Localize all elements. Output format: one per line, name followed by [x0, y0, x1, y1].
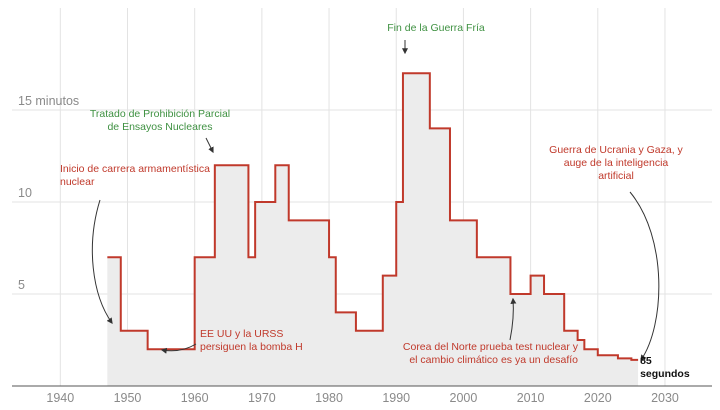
- annotation-line: auge de la inteligencia: [564, 157, 669, 169]
- annotation-arrow: [509, 297, 517, 341]
- y-tick-labels: 5 10 15 minutos: [18, 94, 79, 292]
- annotation-line: Guerra de Ucrania y Gaza, y: [549, 144, 683, 156]
- y-tick-label: 5: [18, 278, 25, 292]
- y-tick-label: 15 minutos: [18, 94, 79, 108]
- annotation-line: nuclear: [60, 176, 95, 188]
- end-value-label: 85: [640, 355, 652, 367]
- annotation-arrow: [91, 199, 113, 324]
- end-unit-label: segundos: [640, 368, 690, 380]
- x-tick-label: 1990: [382, 391, 410, 405]
- annotation-arrow: [205, 137, 214, 154]
- x-tick-label: 1970: [248, 391, 276, 405]
- x-tick-label: 1980: [315, 391, 343, 405]
- annotation-texts: Inicio de carrera armamentística nuclear T…: [60, 22, 684, 366]
- annotation-line: Corea del Norte prueba test nuclear y: [403, 341, 579, 353]
- series-area-fill: [107, 73, 639, 386]
- x-tick-label: 2000: [450, 391, 478, 405]
- vertical-gridlines: [59, 8, 666, 386]
- annotation-arrow: [629, 191, 660, 361]
- x-tick-labels: 1940 1950 1960 1970 1980 1990 2000 2010 2020 2030: [46, 391, 679, 405]
- annotation-text: Tratado de Prohibición Parcial de Ensayos…: [90, 108, 230, 133]
- annotation-arrows: [91, 40, 660, 361]
- annotation-text: Fin de la Guerra Fría: [387, 22, 485, 34]
- annotation-line: EE UU y la URSS: [200, 328, 283, 340]
- annotation-arrow: [160, 343, 197, 354]
- annotation-line: Fin de la Guerra Fría: [387, 22, 485, 34]
- annotation-line: de Ensayos Nucleares: [107, 121, 212, 133]
- annotation-text: Guerra de Ucrania y Gaza, y auge de la in…: [549, 144, 683, 182]
- annotation-line: Tratado de Prohibición Parcial: [90, 108, 230, 120]
- x-tick-label: 2030: [651, 391, 679, 405]
- annotation-text: Corea del Norte prueba test nuclear y el …: [403, 341, 579, 366]
- series-step-line: [107, 72, 639, 361]
- x-tick-label: 1940: [46, 391, 74, 405]
- annotation-line: persiguen la bomba H: [200, 341, 303, 353]
- x-tick-label: 1960: [181, 391, 209, 405]
- y-tick-label: 10: [18, 186, 32, 200]
- x-tick-label: 2010: [517, 391, 545, 405]
- annotation-text: Inicio de carrera armamentística nuclear: [60, 163, 210, 188]
- x-tick-label: 2020: [584, 391, 612, 405]
- annotation-text: EE UU y la URSS persiguen la bomba H: [200, 328, 303, 353]
- horizontal-gridlines: [12, 109, 712, 295]
- annotation-line: el cambio climático es ya un desafío: [409, 354, 578, 366]
- x-tick-label: 1950: [114, 391, 142, 405]
- annotation-line: artificial: [598, 170, 634, 182]
- annotation-line: Inicio de carrera armamentística: [60, 163, 210, 175]
